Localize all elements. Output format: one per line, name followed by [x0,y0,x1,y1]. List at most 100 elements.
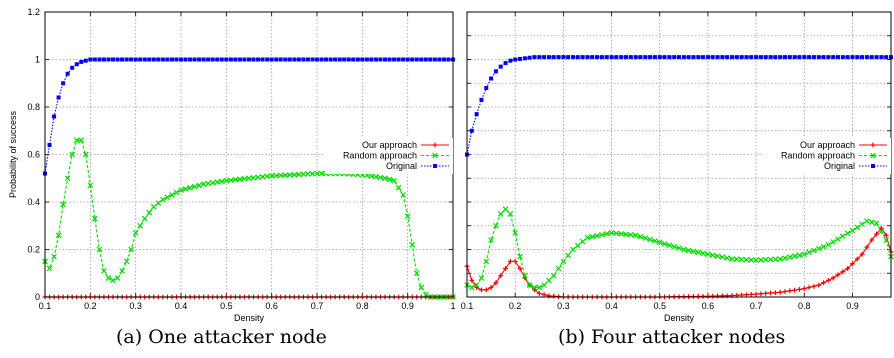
charta-data-point [273,172,280,179]
chartb-data-point [864,218,870,224]
chartb-data-point [488,237,494,243]
charta-x-tick-label: 0.4 [175,301,188,311]
charta-data-point [404,213,411,220]
charta-x-tick-label: 1 [450,301,455,311]
chartb-data-point [489,76,494,81]
charta-data-point [446,57,451,62]
chartb-data-point [571,55,575,60]
charta-data-point [291,171,298,178]
charta-data-point [191,183,198,190]
charta-legend-marker-1 [432,142,438,148]
charta-y-tick-label: 0 [35,292,40,302]
chartb-data-point [686,55,691,60]
chartb-data-point [868,219,875,226]
chartb-data-point [691,55,696,60]
chartb-data-point [826,55,831,60]
chartb-data-point [473,282,480,288]
charta-data-point [310,57,315,62]
chartb-data-point [531,284,538,291]
chartb-data-point [522,56,527,61]
charta-data-point [46,265,53,272]
chartb-data-point [527,55,532,60]
charta-data-point [369,57,374,62]
chartb-data-point [778,55,783,60]
charta-data-point [138,57,143,62]
chartb-data-point [845,266,851,271]
charta-data-point [364,57,369,62]
chartb-data-point [739,55,744,60]
chartb-data-point [748,257,755,263]
chartb-data-point [575,55,580,60]
chartb-data-point [517,266,523,271]
chartb-data-point [710,55,715,60]
chartb-data-point [680,246,687,253]
chartb-data-point [662,55,667,60]
chartb-data-point [532,55,537,60]
chartb-data-point [801,286,807,292]
charta-data-point [228,177,234,183]
chartb-data-point [811,283,817,289]
chartb-data-point [836,55,840,60]
chartb-data-point [883,232,889,238]
chartb-data-point [513,57,518,62]
charta-data-point [124,57,129,62]
charta-data-point [296,171,302,178]
chartb-legend-label-2: Random approach [781,151,855,161]
charta-data-point [156,57,161,62]
charta-data-point [287,57,292,62]
charta-y-tick-label: 0.6 [27,150,40,160]
chartb-data-point [854,256,860,262]
chartb-data-point [603,231,610,237]
chartb-data-point [864,55,869,60]
chartb-data-point [869,237,875,243]
chartb-data-point [556,55,561,60]
chartb-data-point [796,252,803,259]
chartb-x-tick-label: 0.2 [509,301,522,311]
charta-data-point [209,179,216,186]
charta-data-point [87,182,94,189]
charta-data-point [218,178,225,185]
charta-data-point [269,57,274,62]
chartb-data-point [537,55,542,60]
charta-data-point [70,65,75,70]
chartb-data-point [512,230,519,236]
chartb-data-point [479,97,484,102]
chartb-data-point [801,251,808,258]
chartb-data-point [493,69,498,74]
chartb-legend-marker-1 [870,142,876,148]
chartb-data-point [763,290,769,296]
charta-y-tick-label: 0.8 [27,102,40,112]
chartb-data-point [700,250,706,257]
charta-data-point [79,59,84,64]
chartb-data-point [483,258,490,265]
chartb-data-point [816,282,822,288]
chartb-data-point [715,55,720,60]
chartb-data-point [632,232,639,239]
charta-data-point [268,173,275,179]
chartb-data-point [656,239,663,246]
charta-data-point [141,215,148,222]
chartb-data-point [825,241,832,248]
charta-data-point [337,57,342,62]
chartb-data-point [638,55,643,60]
charta-data-point [232,176,239,183]
charta-data-point [278,57,283,62]
chartb-data-point [585,55,590,60]
chartb-data-point [850,55,855,60]
chartb-data-point [671,243,678,250]
chartb-data-point [787,55,792,60]
chartb-data-point [696,55,701,60]
chartb-data-point [705,55,710,60]
charta-data-point [437,57,442,62]
chartb-data-point [873,220,880,227]
charta-data-point [318,170,325,177]
chartb-data-point [783,55,787,60]
charta-data-point [305,171,311,177]
charta-data-point [83,58,88,63]
chartb-data-point [705,293,711,299]
chartb-data-point [715,293,720,299]
charta-data-point [301,57,306,62]
chartb-data-point [479,287,484,293]
chartb-data-point [579,238,586,245]
chartb-data-point [628,55,633,60]
